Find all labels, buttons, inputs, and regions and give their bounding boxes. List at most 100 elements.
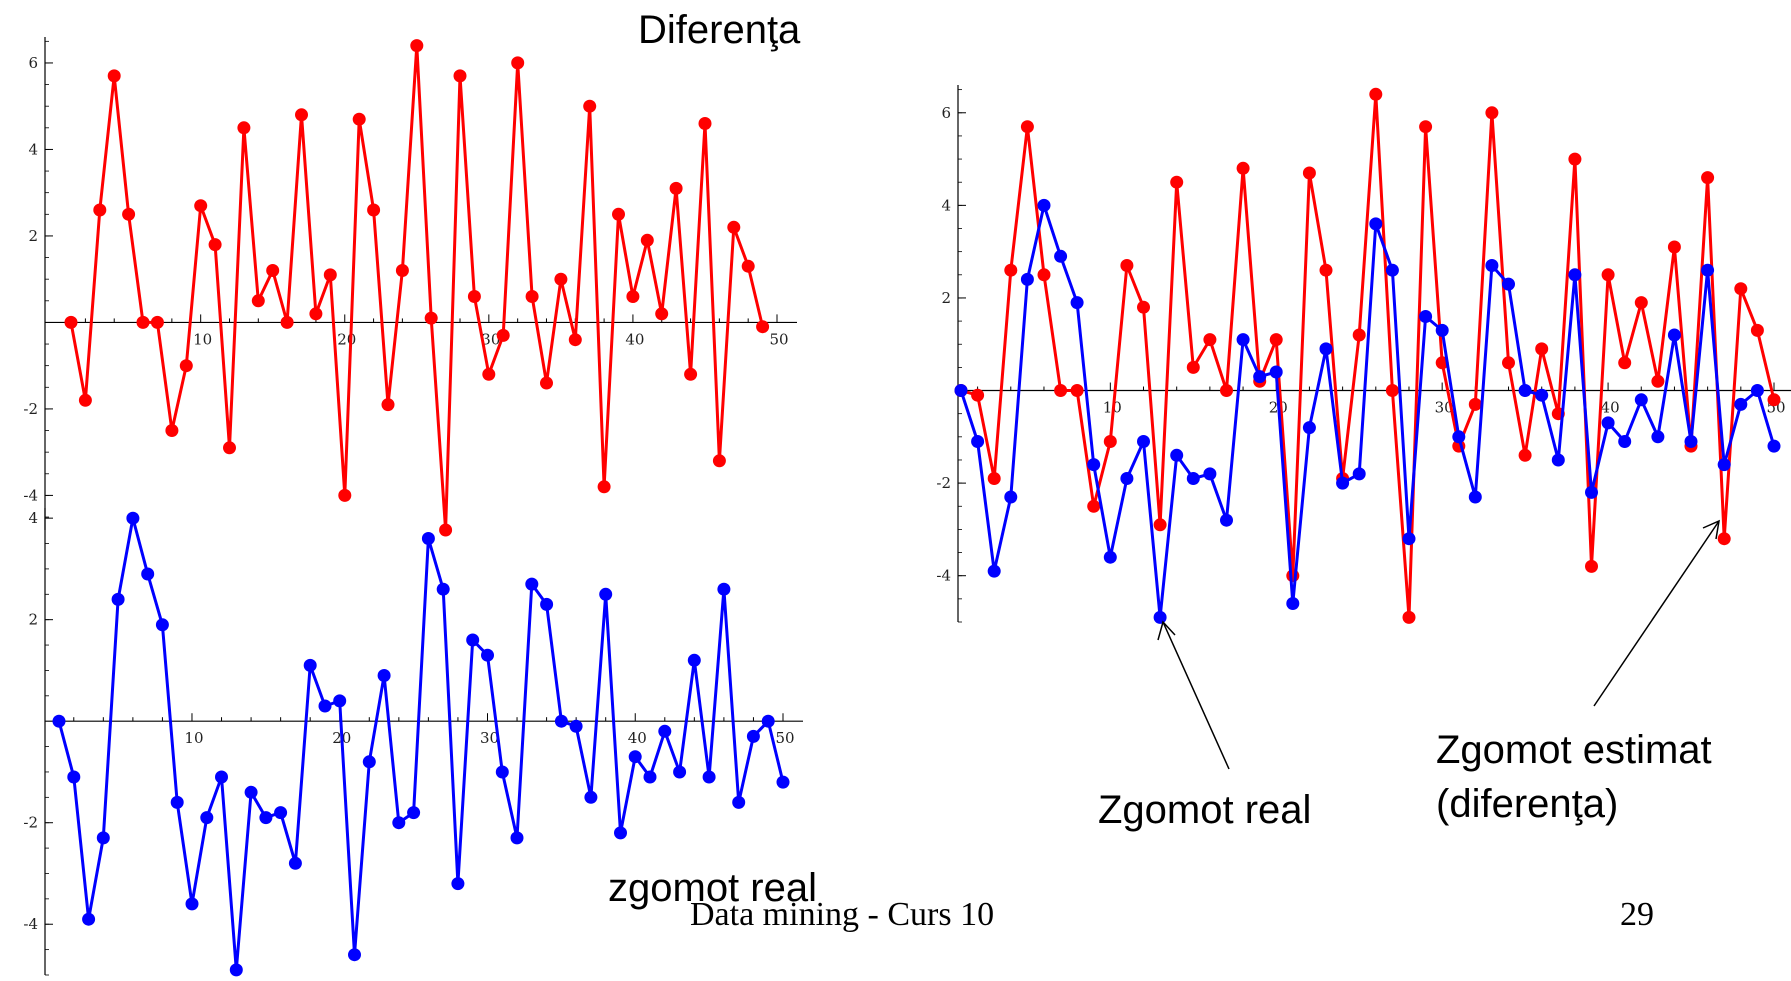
data-point-real (407, 806, 421, 820)
title-zgomot-real: zgomot real (608, 866, 817, 910)
data-point-real (1419, 310, 1433, 323)
data-point-real (1734, 397, 1748, 411)
data-point-real (170, 795, 184, 809)
data-point-diff (237, 121, 251, 135)
data-point-diff (640, 233, 654, 247)
data-point-diff (1651, 374, 1665, 388)
data-point-diff (1302, 166, 1316, 180)
data-point-diff (1734, 282, 1748, 296)
y-tick-label: 2 (28, 611, 38, 629)
y-tick-label: 6 (941, 104, 951, 122)
data-point-diff (1701, 171, 1715, 185)
data-point-diff (727, 220, 741, 234)
y-tick-label: -2 (23, 814, 38, 832)
data-point-real (481, 648, 494, 662)
data-point-real (82, 912, 96, 926)
data-point-real (155, 618, 169, 632)
data-point-real (1220, 513, 1233, 527)
data-point-diff (323, 268, 337, 282)
data-point-diff (251, 294, 265, 308)
data-point-real (436, 582, 450, 596)
x-tick-label: 30 (481, 330, 500, 348)
y-tick-label: -2 (936, 474, 951, 492)
data-point-diff (194, 199, 208, 213)
data-point-real (1120, 472, 1134, 485)
data-point-real (614, 826, 627, 840)
data-point-real (1269, 365, 1283, 379)
x-tick-label: 40 (1601, 399, 1620, 417)
plot-diferenta: 10 20 30 40 50 -4 -2 2 4 6 (23, 37, 797, 537)
y-tick-label: 4 (28, 509, 38, 527)
data-point-real (348, 948, 361, 962)
data-point-real (1435, 323, 1449, 337)
data-point-real (1684, 435, 1698, 448)
data-point-real (1302, 421, 1316, 435)
data-point-diff (987, 472, 1001, 485)
data-point-real (1087, 458, 1101, 472)
data-point-diff (309, 307, 323, 321)
data-point-diff (338, 488, 352, 502)
data-point-real (244, 785, 258, 799)
plot-zgomot-real: 10 20 30 40 50-4-224 (23, 508, 803, 977)
annotation-zgomot-estimat: Zgomot estimat (1436, 728, 1712, 772)
arrow-estimated-line (1593, 520, 1720, 707)
data-point-real (451, 877, 465, 891)
data-point-real (673, 765, 687, 779)
data-point-real (569, 719, 583, 733)
data-point-real (318, 699, 332, 713)
data-point-real (584, 790, 598, 804)
x-tick-label: 20 (337, 330, 356, 348)
data-point-diff (1485, 106, 1499, 120)
data-point-diff (1070, 384, 1084, 397)
data-point-diff (712, 454, 726, 468)
arrow-estimated-head (1702, 519, 1720, 540)
annotation-zgomot-real: Zgomot real (1098, 788, 1312, 832)
data-point-diff (698, 117, 712, 130)
data-point-real (1103, 550, 1117, 564)
data-point-real (1336, 476, 1350, 490)
data-point-diff (1352, 328, 1366, 342)
data-point-real (303, 658, 317, 672)
data-point-diff (410, 39, 424, 53)
data-point-real (1352, 467, 1366, 481)
data-point-real (52, 714, 66, 728)
data-point-diff (179, 359, 193, 373)
data-point-real (333, 694, 347, 708)
data-point-diff (1385, 384, 1399, 397)
data-point-real (1153, 610, 1167, 624)
y-tick-label: -4 (936, 567, 951, 585)
data-point-real (1750, 384, 1764, 397)
data-point-real (229, 963, 243, 977)
data-point-real (1037, 198, 1051, 212)
data-point-diff (684, 367, 698, 381)
data-point-real (987, 564, 1001, 578)
data-point-real (1186, 472, 1200, 485)
data-point-diff (1601, 268, 1615, 282)
data-point-real (732, 795, 746, 809)
data-point-diff (367, 203, 381, 217)
data-point-real (554, 714, 568, 728)
data-point-diff (554, 272, 568, 286)
data-point-diff (626, 290, 640, 303)
data-point-diff (223, 441, 236, 455)
y-tick-label: 4 (941, 196, 951, 214)
data-point-real (658, 724, 672, 738)
data-point-diff (107, 69, 121, 83)
data-point-real (1402, 532, 1416, 546)
data-point-real (1651, 430, 1665, 444)
data-point-diff (1137, 300, 1150, 314)
data-point-diff (583, 99, 597, 113)
data-point-diff (525, 290, 539, 303)
series-line-diff (69, 44, 765, 532)
data-point-real (1717, 458, 1731, 472)
data-point-real (200, 811, 214, 825)
x-tick-label: 40 (625, 330, 644, 348)
data-point-diff (381, 398, 395, 412)
data-point-diff (122, 207, 136, 221)
data-point-diff (1170, 175, 1184, 189)
data-point-diff (597, 480, 611, 494)
data-point-diff (1220, 384, 1233, 397)
data-point-real (1236, 333, 1250, 347)
data-point-real (687, 653, 701, 667)
